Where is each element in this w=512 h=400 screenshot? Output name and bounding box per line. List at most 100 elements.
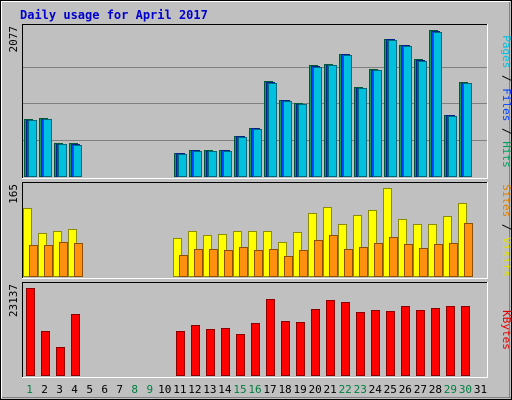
bar-kbytes-day-21 bbox=[326, 300, 335, 376]
day-label-19: 19 bbox=[293, 383, 306, 396]
bar-sites-day-23 bbox=[359, 247, 368, 277]
bar-pages-day-11 bbox=[178, 154, 187, 177]
bar-visits-day-23 bbox=[353, 215, 362, 277]
day-label-1: 1 bbox=[26, 383, 33, 396]
bar-kbytes-day-11 bbox=[176, 331, 185, 376]
bar-pages-day-2 bbox=[43, 119, 52, 177]
bar-kbytes-day-22 bbox=[341, 302, 350, 376]
bar-pages-day-29 bbox=[448, 116, 457, 177]
bar-pages-day-12 bbox=[193, 151, 202, 177]
panel-middle: 165 Sites / Visits bbox=[7, 182, 512, 279]
panel-legend-label: Files bbox=[500, 88, 512, 121]
panel-legend-label: Hits bbox=[500, 141, 512, 168]
day-label-29: 29 bbox=[444, 383, 457, 396]
bar-sites-day-16 bbox=[254, 250, 263, 277]
bar-kbytes-day-15 bbox=[236, 334, 245, 376]
chart-panels: 2077 Pages / Files / Hits 165 Sites / Visit… bbox=[7, 24, 512, 378]
bar-sites-day-1 bbox=[29, 245, 38, 277]
day-label-25: 25 bbox=[384, 383, 397, 396]
bar-kbytes-day-24 bbox=[371, 310, 380, 376]
panel-top: 2077 Pages / Files / Hits bbox=[7, 24, 512, 179]
bar-kbytes-day-25 bbox=[386, 311, 395, 376]
bar-sites-day-13 bbox=[209, 249, 218, 277]
day-label-4: 4 bbox=[71, 383, 78, 396]
bar-kbytes-day-29 bbox=[446, 306, 455, 376]
bar-sites-day-15 bbox=[239, 247, 248, 277]
bar-kbytes-day-14 bbox=[221, 328, 230, 376]
panel-legend-label: Sites bbox=[500, 184, 512, 217]
bar-sites-day-28 bbox=[434, 244, 443, 277]
bar-sites-day-4 bbox=[74, 243, 83, 277]
bar-sites-day-21 bbox=[329, 235, 338, 277]
day-label-9: 9 bbox=[146, 383, 153, 396]
bar-pages-day-15 bbox=[238, 137, 247, 177]
day-label-24: 24 bbox=[369, 383, 383, 396]
bar-kbytes-day-1 bbox=[26, 288, 35, 376]
bar-kbytes-day-23 bbox=[356, 312, 365, 376]
day-label-30: 30 bbox=[459, 383, 472, 396]
day-label-12: 12 bbox=[188, 383, 201, 396]
bar-kbytes-day-4 bbox=[71, 314, 80, 376]
panel-legend: Sites / Visits bbox=[500, 184, 512, 277]
bar-sites-day-22 bbox=[344, 249, 353, 277]
bar-kbytes-day-16 bbox=[251, 323, 260, 376]
day-label-2: 2 bbox=[41, 383, 48, 396]
bar-pages-day-22 bbox=[343, 55, 352, 177]
bar-visits-day-1 bbox=[23, 208, 32, 277]
bar-pages-day-18 bbox=[283, 101, 292, 177]
panel-legend-label: / bbox=[500, 217, 512, 237]
day-label-17: 17 bbox=[263, 383, 276, 396]
bar-kbytes-day-17 bbox=[266, 299, 275, 376]
day-label-13: 13 bbox=[203, 383, 216, 396]
chart-title: Daily usage for April 2017 bbox=[20, 8, 208, 22]
bar-sites-day-17 bbox=[269, 249, 278, 277]
bar-pages-day-23 bbox=[358, 88, 367, 177]
bar-pages-day-24 bbox=[373, 70, 382, 177]
bar-kbytes-day-30 bbox=[461, 306, 470, 376]
day-label-20: 20 bbox=[309, 383, 322, 396]
bar-sites-day-26 bbox=[404, 244, 413, 277]
day-label-26: 26 bbox=[399, 383, 412, 396]
bar-sites-day-24 bbox=[374, 243, 383, 277]
bar-pages-day-17 bbox=[268, 83, 277, 177]
panel-legend-label: Pages bbox=[500, 35, 512, 68]
bar-pages-day-14 bbox=[223, 151, 232, 177]
bar-sites-day-20 bbox=[314, 240, 323, 277]
bar-sites-day-14 bbox=[224, 250, 233, 277]
panel-legend: KBytes bbox=[500, 310, 512, 350]
bar-pages-day-16 bbox=[253, 129, 262, 177]
day-label-5: 5 bbox=[86, 383, 93, 396]
bar-kbytes-day-13 bbox=[206, 329, 215, 376]
bar-pages-day-13 bbox=[208, 151, 217, 177]
bar-sites-day-25 bbox=[389, 237, 398, 277]
bar-sites-day-11 bbox=[179, 255, 188, 277]
day-label-27: 27 bbox=[414, 383, 427, 396]
bar-pages-day-25 bbox=[388, 40, 397, 177]
day-label-14: 14 bbox=[218, 383, 232, 396]
bar-kbytes-day-27 bbox=[416, 310, 425, 376]
bar-kbytes-day-19 bbox=[296, 322, 305, 376]
panel-legend: Pages / Files / Hits bbox=[500, 35, 512, 168]
bar-kbytes-day-20 bbox=[311, 309, 320, 376]
bar-kbytes-day-26 bbox=[401, 306, 410, 376]
day-label-6: 6 bbox=[101, 383, 108, 396]
day-label-22: 22 bbox=[339, 383, 352, 396]
day-label-15: 15 bbox=[233, 383, 246, 396]
bar-sites-day-12 bbox=[194, 249, 203, 277]
day-axis-labels: 1 2 3 4 5 6 7 8 9 10 11 12 13 14 15 16 17 18 19 20 21 22 23 24 2… bbox=[26, 383, 487, 396]
bar-sites-day-18 bbox=[284, 256, 293, 277]
day-label-23: 23 bbox=[354, 383, 367, 396]
bar-pages-day-1 bbox=[28, 120, 37, 177]
day-label-3: 3 bbox=[56, 383, 63, 396]
bar-pages-day-3 bbox=[58, 144, 67, 177]
bar-sites-day-19 bbox=[299, 250, 308, 277]
panel-legend-label: / bbox=[500, 121, 512, 141]
panel-legend-label: KBytes bbox=[500, 310, 512, 350]
bar-pages-day-30 bbox=[463, 83, 472, 177]
bar-sites-day-30 bbox=[464, 223, 473, 277]
bar-kbytes-day-2 bbox=[41, 331, 50, 376]
bar-pages-day-19 bbox=[298, 104, 307, 177]
bar-kbytes-day-12 bbox=[191, 325, 200, 376]
bar-kbytes-day-28 bbox=[431, 308, 440, 376]
